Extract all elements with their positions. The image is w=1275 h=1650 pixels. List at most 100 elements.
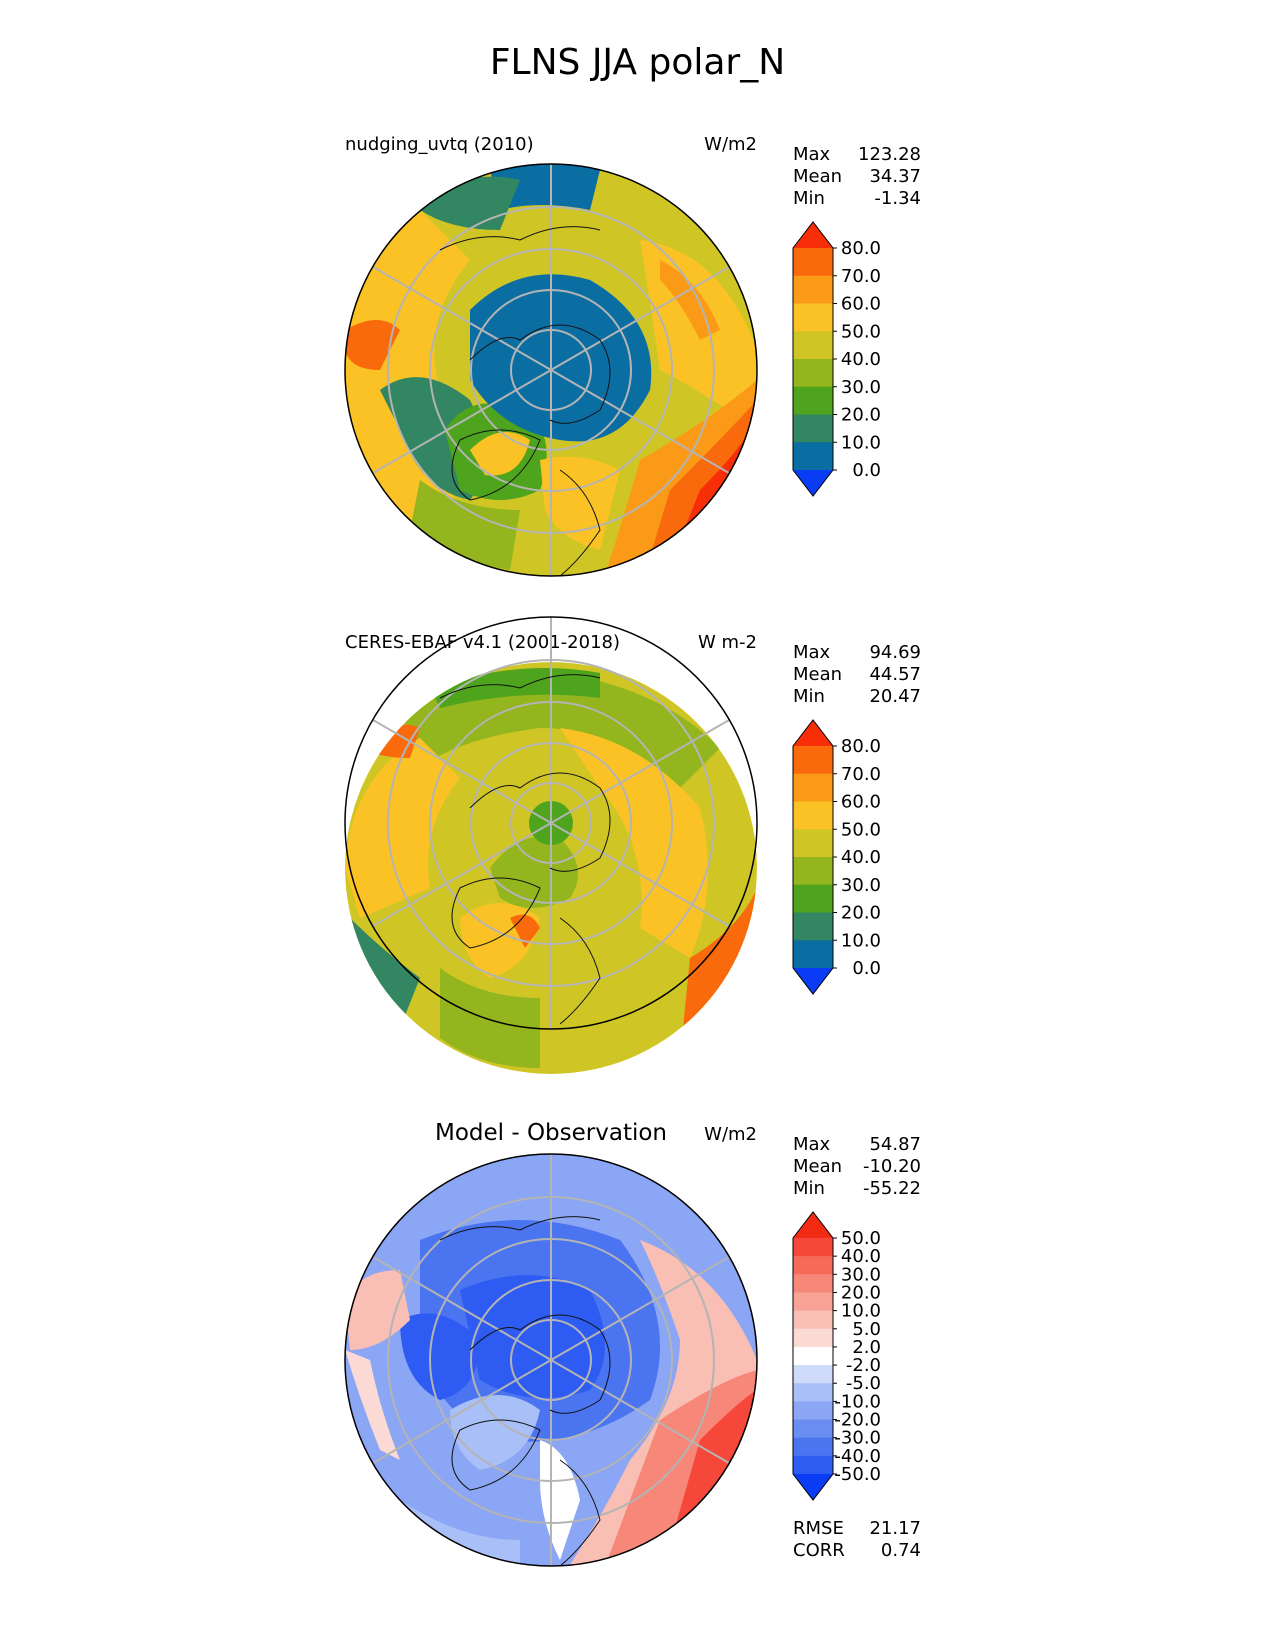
stat-label: RMSE: [793, 1518, 844, 1539]
stats-block: Max 94.69 Mean 44.57 Min 20.47: [793, 642, 921, 708]
stat-label: Min: [793, 1178, 825, 1199]
map-field: [660, 260, 720, 340]
map-field: [560, 728, 708, 958]
colorbar-tick-label: 20.0: [841, 1282, 881, 1303]
map-border: [344, 616, 758, 1030]
stats-block: Max 123.28 Mean 34.37 Min -1.34: [793, 144, 921, 210]
colorbar-band: [793, 940, 833, 969]
colorbar-extend-min: [793, 470, 833, 496]
colorbar-band: [793, 1256, 833, 1275]
map-field: [470, 274, 652, 442]
colorbar-band: [793, 1346, 833, 1366]
map-field: [470, 432, 530, 476]
page-title: FLNS JJA polar_N: [489, 42, 786, 83]
map-field: [345, 320, 400, 370]
polar-map-difference: -50.0-40.0-30.0-20.0-10.0-5.0-2.02.05.01…: [344, 1153, 881, 1567]
panel-model: nudging_uvtq (2010) W/m2 Max 123.28 Mean 3…: [0, 130, 1275, 600]
colorbar-tick-label: 50.0: [841, 1228, 881, 1249]
polar-map-observation: 0.0 10.0 20.0 30.0 40.0 50.0 60.0 70.0 80.0: [344, 616, 881, 1074]
stat-label: Mean: [793, 664, 843, 685]
units-label: W m-2: [697, 632, 757, 653]
stats-block: Max 54.87 Mean -10.20 Min -55.22: [793, 1134, 921, 1200]
stat-value: 94.69: [869, 642, 921, 663]
colorbar-tick-label: 30.0: [841, 1264, 881, 1285]
units-label: W/m2: [704, 134, 757, 155]
map-field: [345, 1270, 410, 1350]
colorbar-band: [793, 1328, 833, 1348]
colorbar-tick-label: 60.0: [841, 792, 881, 813]
colorbar-tick-label: 10.0: [841, 930, 881, 951]
colorbar-tick-label: -2.0: [846, 1355, 881, 1376]
colorbar-tick-label: -10.0: [834, 1391, 881, 1412]
stat-value: 44.57: [869, 664, 921, 685]
colorbar-band: [793, 275, 833, 304]
colorbar-band: [793, 442, 833, 471]
colorbar-tick-label: -50.0: [834, 1464, 881, 1485]
map-field: [490, 164, 600, 210]
colorbar-tick-label: 40.0: [841, 1246, 881, 1267]
stat-value: 54.87: [869, 1134, 921, 1155]
stat-value: 20.47: [869, 686, 921, 707]
stat-value: -10.20: [862, 1156, 921, 1177]
colorbar-tick-label: 40.0: [841, 847, 881, 868]
colorbar-band: [793, 414, 833, 443]
colorbar-band: [793, 884, 833, 913]
stat-value: 34.37: [869, 166, 921, 187]
panel-title: nudging_uvtq (2010): [345, 134, 534, 155]
graticule: [372, 1154, 730, 1566]
colorbar-tick-label: 80.0: [841, 238, 881, 259]
colorbar-band: [793, 1274, 833, 1293]
map-border: [344, 1153, 758, 1567]
colorbar-tick-label: 0.0: [852, 460, 881, 481]
colorbar-tick-label: 20.0: [841, 903, 881, 924]
colorbar-band: [793, 248, 833, 277]
units-label: W/m2: [704, 1124, 757, 1145]
map-border: [344, 163, 758, 577]
colorbar-tick-label: 80.0: [841, 736, 881, 757]
stat-label: Mean: [793, 1156, 843, 1177]
colorbar-tick-label: 2.0: [852, 1337, 881, 1358]
colorbar: -50.0-40.0-30.0-20.0-10.0-5.0-2.02.05.01…: [792, 1211, 881, 1501]
colorbar-extend-max: [793, 222, 833, 248]
colorbar-tick-label: 50.0: [841, 321, 881, 342]
colorbar-band: [793, 1238, 833, 1257]
panel-observation: CERES-EBAF v4.1 (2001-2018) W m-2 Max 94.…: [0, 616, 1275, 1098]
colorbar: 0.0 10.0 20.0 30.0 40.0 50.0 60.0 70.0 80.0: [792, 221, 881, 497]
graticule: [372, 164, 730, 576]
map-field: [400, 1313, 480, 1400]
colorbar-tick-label: 60.0: [841, 294, 881, 315]
colorbar-tick-label: 30.0: [841, 377, 881, 398]
colorbar-tick-label: 5.0: [852, 1319, 881, 1340]
colorbar-band: [793, 912, 833, 941]
colorbar-band: [793, 801, 833, 830]
stat-label: CORR: [793, 1540, 845, 1561]
colorbar-band: [793, 857, 833, 886]
colorbar-tick-label: 30.0: [841, 875, 881, 896]
coastlines: [439, 1216, 611, 1567]
colorbar-tick-label: 50.0: [841, 819, 881, 840]
colorbar-extend-min: [793, 1474, 833, 1500]
colorbar-band: [793, 773, 833, 802]
colorbar-tick-label: 20.0: [841, 405, 881, 426]
colorbar-band: [793, 1365, 833, 1384]
colorbar-band: [793, 303, 833, 332]
colorbar-band: [793, 331, 833, 360]
colorbar-tick-label: 40.0: [841, 349, 881, 370]
colorbar-extend-min: [793, 968, 833, 994]
colorbar: 0.0 10.0 20.0 30.0 40.0 50.0 60.0 70.0 80.0: [792, 719, 881, 995]
colorbar-band: [793, 359, 833, 388]
colorbar-band: [793, 1292, 833, 1312]
colorbar-tick-label: 70.0: [841, 764, 881, 785]
graticule: [372, 617, 730, 1029]
coastlines: [439, 674, 611, 1025]
stat-label: Max: [793, 144, 831, 165]
colorbar-band: [793, 1455, 833, 1475]
stat-value: 0.74: [880, 1540, 921, 1561]
colorbar-band: [793, 1310, 833, 1330]
stat-value: 21.17: [869, 1518, 921, 1539]
colorbar-tick-label: 10.0: [841, 1301, 881, 1322]
colorbar-band: [793, 1437, 833, 1457]
stat-label: Max: [793, 1134, 831, 1155]
stat-value: -1.34: [874, 188, 921, 209]
colorbar-tick-label: 10.0: [841, 432, 881, 453]
